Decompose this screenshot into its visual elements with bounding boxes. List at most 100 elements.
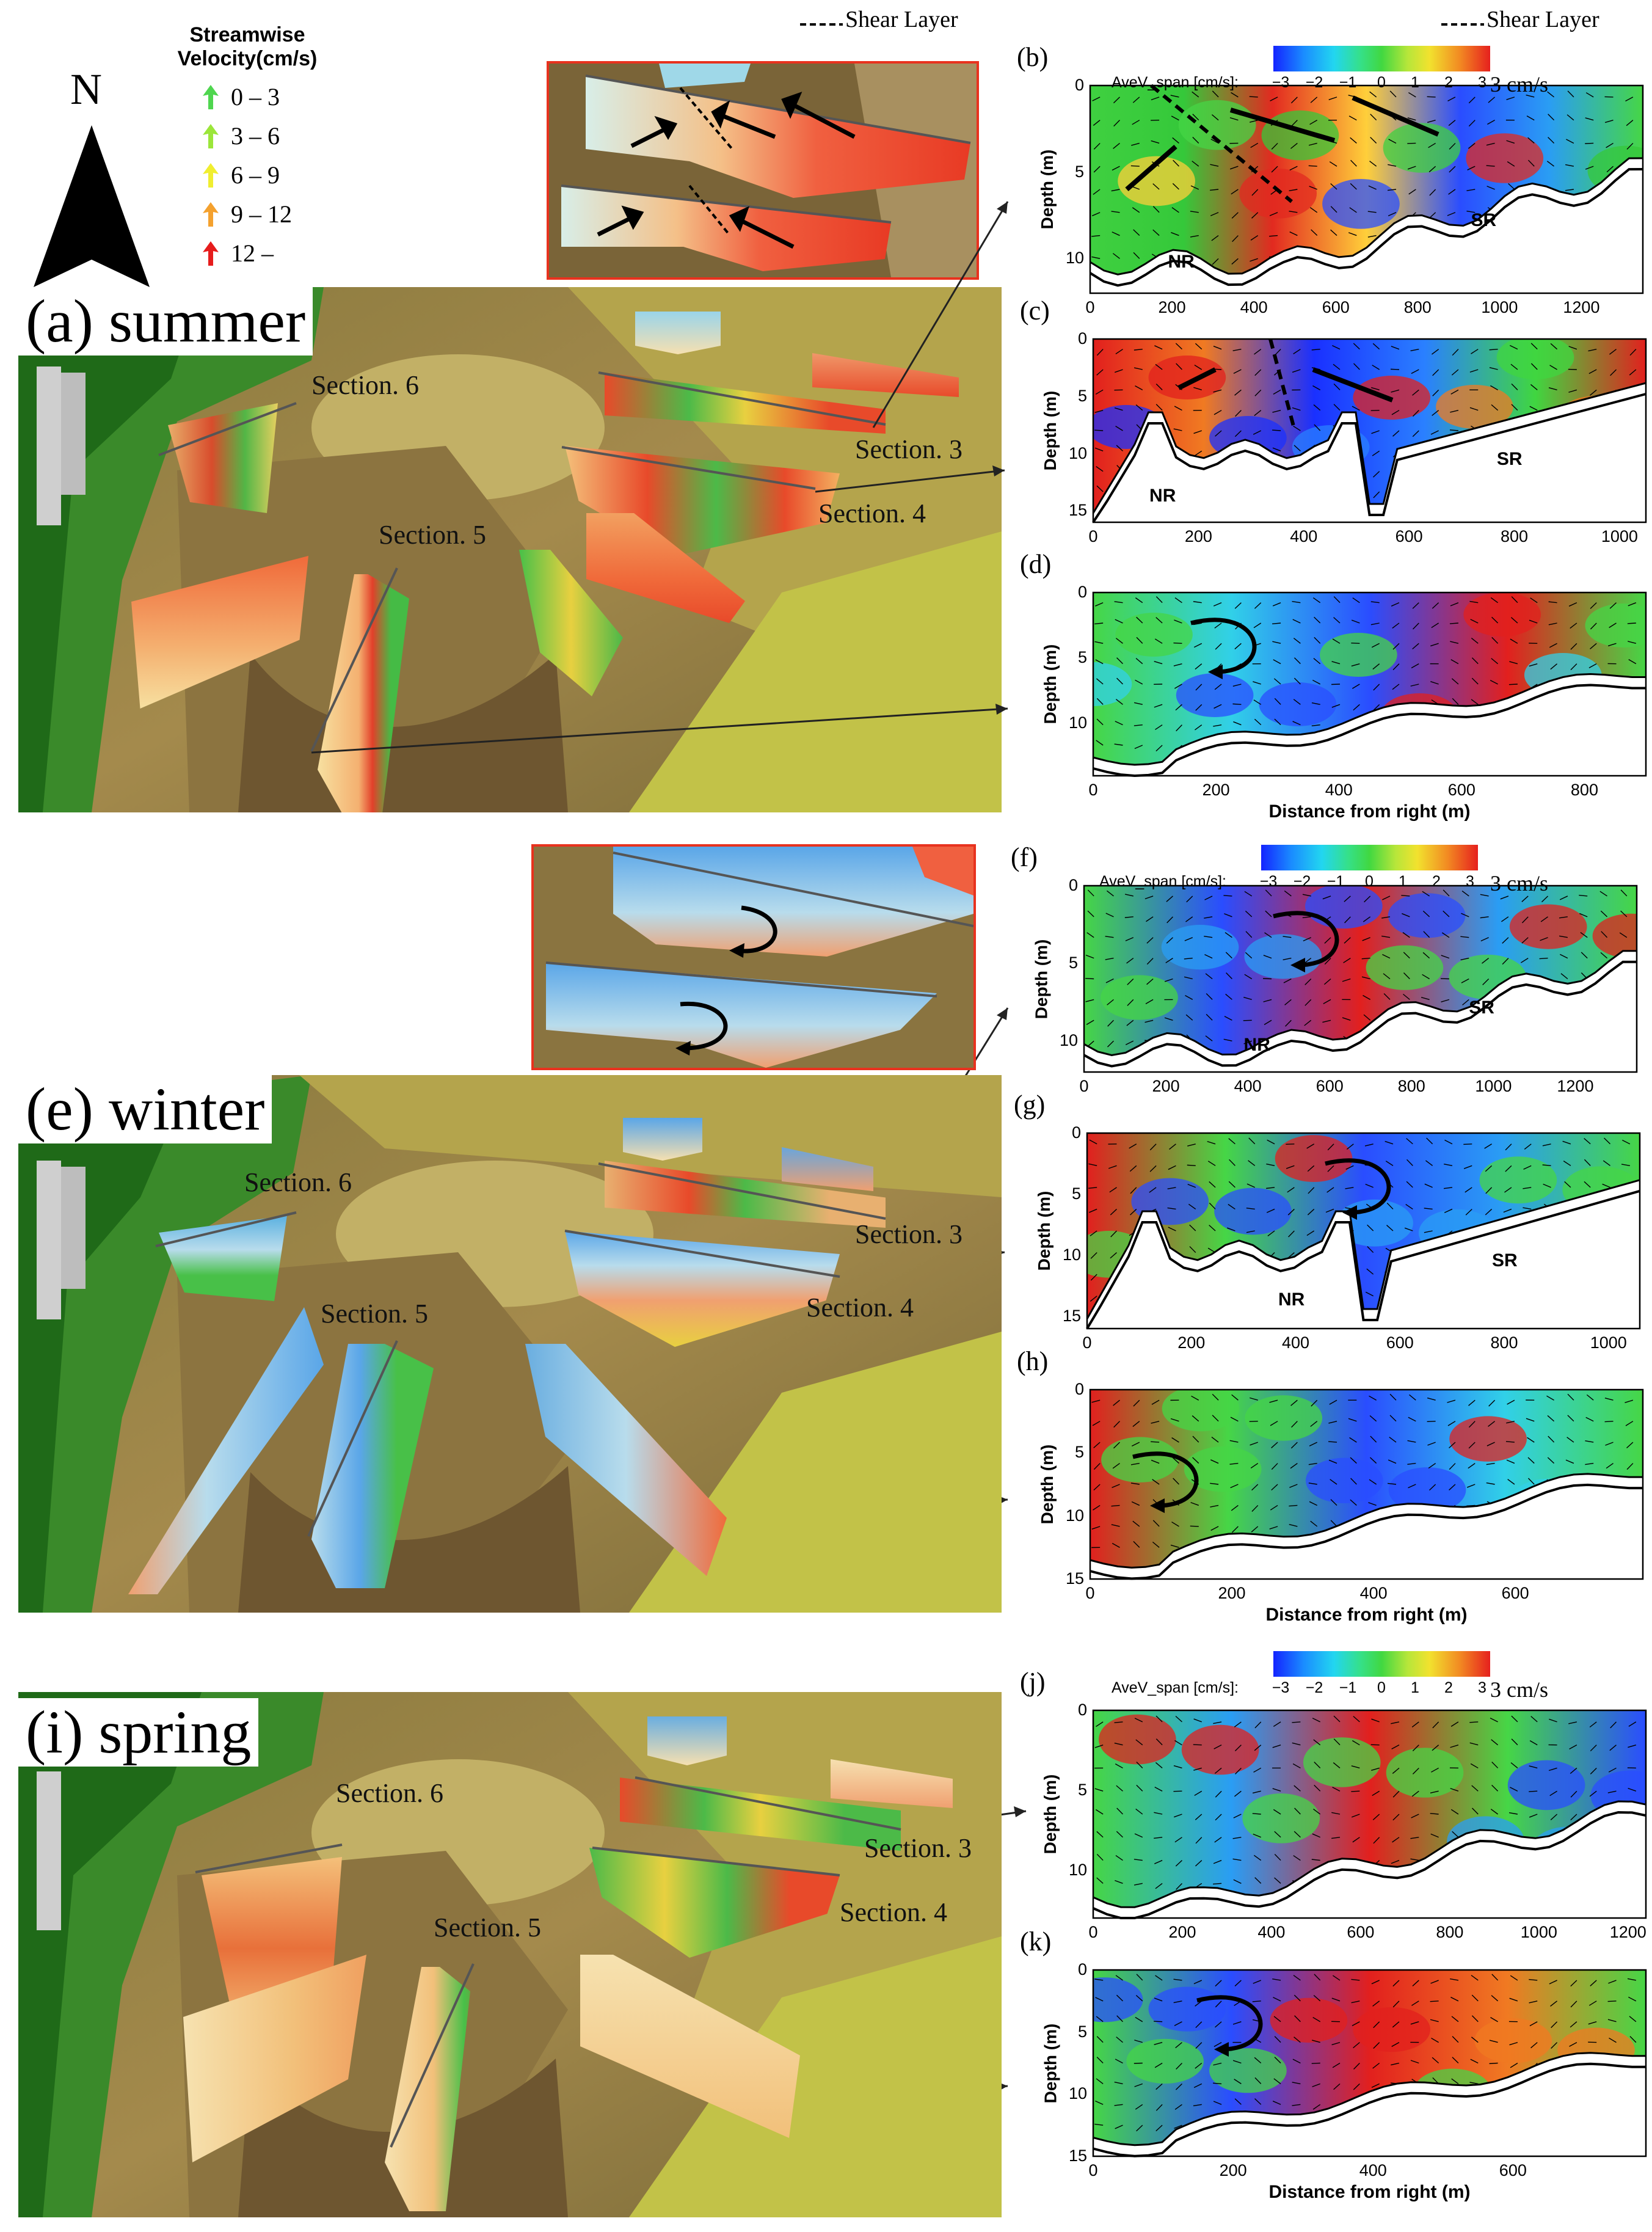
- x-tick-label: 0: [1085, 1584, 1095, 1602]
- y-tick-label: 15: [1062, 1307, 1081, 1325]
- x-tick-label: 200: [1202, 781, 1230, 799]
- x-tick-label: 800: [1397, 1077, 1425, 1095]
- shear-layer-label: Shear Layer: [1486, 7, 1599, 32]
- panel-letter: (d): [1020, 549, 1052, 579]
- colorbar-tick-label: −2: [1305, 1679, 1323, 1696]
- x-tick-label: 800: [1403, 298, 1432, 316]
- x-axis-label: Distance from right (m): [1265, 1605, 1468, 1625]
- x-tick-label: 0: [1085, 298, 1095, 316]
- scale-vector-label: 3 cm/s: [1490, 72, 1548, 97]
- colorbar-gradient: [1261, 845, 1478, 870]
- legend-arrow-icon: [203, 202, 219, 227]
- colorbar-tick-label: −1: [1339, 1679, 1357, 1696]
- panel-letter: (b): [1017, 42, 1049, 72]
- north-arrow-icon: [34, 125, 150, 287]
- y-tick-label: 5: [1074, 1443, 1084, 1462]
- x-tick-label: 0: [1088, 527, 1098, 545]
- legend-item-label: 6 – 9: [231, 161, 280, 189]
- x-tick-label: 400: [1234, 1077, 1262, 1095]
- panel-letter: (k): [1020, 1927, 1052, 1957]
- y-tick-label: 15: [1068, 2146, 1087, 2165]
- colorbar-summer: AveV_span [cm/s]: −3 −2 −1 0 1 2 3 3 cm/s: [1112, 46, 1548, 107]
- y-tick-label: 0: [1077, 1701, 1087, 1719]
- x-tick-label: 800: [1490, 1333, 1518, 1352]
- section-label-5: Section. 5: [321, 1299, 428, 1329]
- y-tick-label: 0: [1071, 1123, 1081, 1142]
- y-axis-label: Depth (m): [1041, 390, 1060, 471]
- colorbar-tick-label: 3: [1478, 74, 1486, 91]
- colorbar-tick-label: 1: [1399, 873, 1407, 890]
- x-tick-label: 0: [1079, 1077, 1089, 1095]
- x-tick-label: 400: [1281, 1333, 1310, 1352]
- colorbar-tick-label: 0: [1377, 1679, 1386, 1696]
- sr-label: SR: [1471, 210, 1497, 230]
- winter-section-lines: [155, 1162, 886, 1537]
- cross-section-panel-d: (d) Depth (m) 0 5 10 0 200 400 600 800 Distance fr…: [1020, 549, 1652, 837]
- colorbar-tick-label: −2: [1293, 873, 1311, 890]
- y-tick-label: 10: [1068, 443, 1087, 462]
- cross-section-panel-g: NR SR (g) Depth (m) 0 5 10 15 0 200 400 600 800 1000: [1014, 1090, 1652, 1390]
- legend-arrow-icon: [203, 123, 219, 148]
- x-tick-label: 600: [1447, 781, 1476, 799]
- nr-label: NR: [1168, 252, 1195, 272]
- y-tick-label: 0: [1077, 1960, 1087, 1979]
- section-label-6: Section. 6: [244, 1167, 352, 1197]
- y-tick-label: 0: [1077, 329, 1087, 348]
- section-label-4: Section. 4: [840, 1897, 947, 1927]
- x-tick-label: 0: [1088, 1923, 1098, 1941]
- x-tick-label: 600: [1395, 527, 1423, 545]
- y-tick-label: 10: [1068, 713, 1087, 732]
- shear-layer-label: Shear Layer: [845, 7, 958, 32]
- x-tick-label: 800: [1500, 527, 1529, 545]
- x-tick-label: 1000: [1601, 527, 1638, 545]
- legend-item-label: 12 –: [231, 239, 274, 267]
- cross-section-svg: [1089, 1388, 1644, 1580]
- x-axis-label: Distance from right (m): [1268, 2182, 1471, 2202]
- x-tick-label: 0: [1088, 2161, 1098, 2179]
- cross-section-svg: [1086, 1132, 1641, 1330]
- colorbar-title: AveV_span [cm/s]:: [1099, 873, 1226, 890]
- y-tick-label: 5: [1077, 1780, 1087, 1799]
- x-tick-label: 400: [1257, 1923, 1286, 1941]
- x-tick-label: 1200: [1563, 298, 1600, 316]
- north-label: N: [70, 65, 102, 114]
- y-axis-label: Depth (m): [1035, 1191, 1053, 1271]
- x-tick-label: 1200: [1557, 1077, 1594, 1095]
- y-axis-label: Depth (m): [1038, 149, 1057, 230]
- summer-inset-graphic: [549, 64, 977, 277]
- x-tick-label: 400: [1290, 527, 1318, 545]
- shear-layer-key-right: Shear Layer: [1441, 6, 1599, 33]
- cross-section-svg: [1092, 1709, 1647, 1919]
- y-tick-label: 0: [1074, 76, 1084, 94]
- spring-section-top-1: [647, 1716, 727, 1765]
- x-tick-label: 1000: [1475, 1077, 1512, 1095]
- y-tick-label: 10: [1062, 1245, 1081, 1264]
- shear-layer-key-left: Shear Layer: [800, 6, 958, 33]
- legend-arrow-icon: [203, 84, 219, 109]
- colorbar-tick-label: 1: [1411, 74, 1419, 91]
- legend-arrow-icon: [203, 241, 219, 266]
- x-tick-label: 600: [1501, 1584, 1529, 1602]
- winter-inset-graphic: [534, 847, 973, 1068]
- scale-vector-label: 3 cm/s: [1490, 1677, 1548, 1702]
- y-tick-label: 5: [1077, 648, 1087, 667]
- y-axis-label: Depth (m): [1041, 1774, 1060, 1855]
- y-tick-label: 10: [1065, 1506, 1084, 1525]
- x-tick-label: 200: [1152, 1077, 1180, 1095]
- y-tick-label: 10: [1065, 249, 1084, 268]
- colorbar-spring: AveV_span [cm/s]: −3 −2 −1 0 1 2 3 3 cm/s: [1112, 1651, 1548, 1712]
- sr-label: SR: [1496, 449, 1523, 469]
- x-tick-label: 600: [1386, 1333, 1414, 1352]
- velocity-legend: Streamwise Velocity(cm/s) N 0 – 3 3 – 6 6 …: [24, 18, 366, 287]
- y-tick-label: 5: [1074, 162, 1084, 181]
- colorbar-tick-label: −2: [1305, 74, 1323, 91]
- y-tick-label: 10: [1059, 1031, 1078, 1050]
- cross-section-svg: [1092, 591, 1647, 778]
- y-tick-label: 10: [1068, 1860, 1087, 1879]
- summer-section-top-1: [635, 312, 721, 354]
- colorbar-winter: AveV_span [cm/s]: −3 −2 −1 0 1 2 3 3 cm/s: [1099, 845, 1548, 906]
- legend-item: 3 – 6: [202, 122, 280, 150]
- y-tick-label: 0: [1077, 583, 1087, 601]
- colorbar-tick-label: 2: [1444, 74, 1453, 91]
- y-tick-label: 10: [1068, 2084, 1087, 2103]
